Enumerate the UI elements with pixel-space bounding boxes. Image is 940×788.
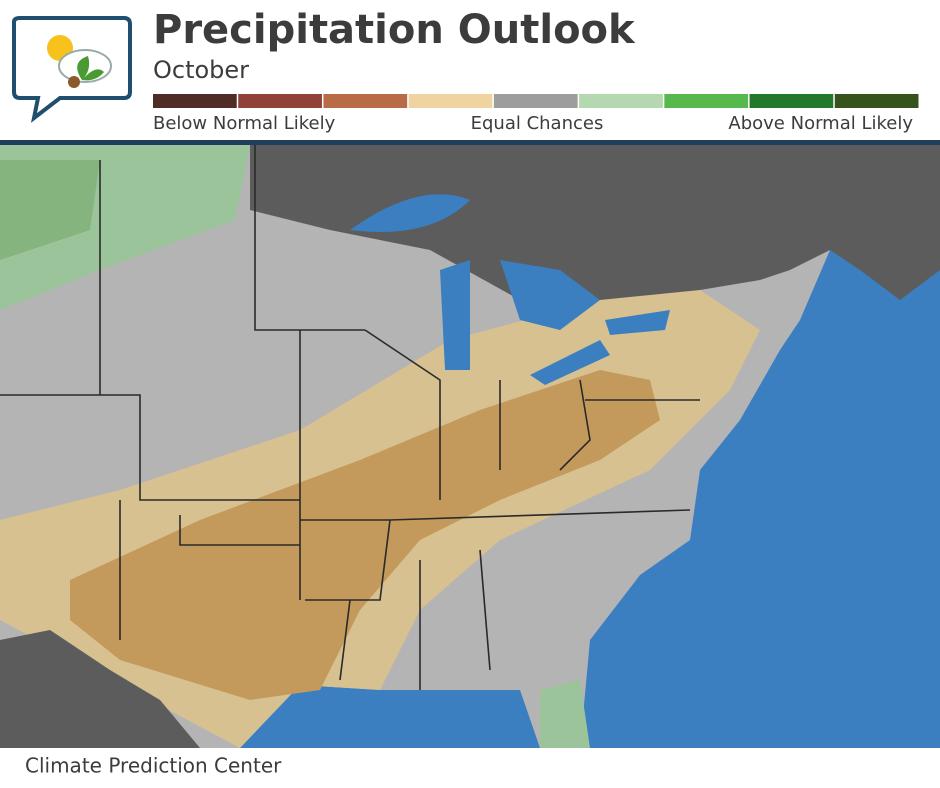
lake-huron: [500, 260, 600, 330]
lake-ontario: [605, 310, 670, 335]
legend-swatch: [664, 94, 749, 108]
legend-swatch: [153, 94, 237, 108]
legend-swatch: [749, 94, 834, 108]
lake-michigan: [440, 260, 470, 370]
state-borders: [0, 145, 700, 690]
legend-label: Below Normal Likely: [153, 113, 336, 134]
divider: [0, 140, 940, 145]
above-normal-core: [0, 160, 100, 260]
legend-label: Above Normal Likely: [728, 113, 913, 134]
legend-label: Equal Chances: [471, 113, 604, 134]
map: [0, 145, 940, 748]
lake-erie: [530, 340, 610, 385]
mexico: [0, 630, 200, 748]
legend-swatch: [834, 94, 919, 108]
legend-bar: [153, 94, 919, 108]
legend-swatch: [238, 94, 322, 108]
logo: [12, 16, 132, 123]
subtitle: October: [153, 56, 249, 84]
legend-swatch: [493, 94, 578, 108]
credit: Climate Prediction Center: [25, 754, 282, 778]
logo-seed: [68, 76, 80, 88]
below-normal-core: [70, 370, 660, 700]
legend-swatch: [408, 94, 493, 108]
lake-superior: [350, 194, 470, 232]
legend-swatch: [323, 94, 408, 108]
florida-above-normal: [540, 680, 590, 748]
logo-plant: [77, 56, 104, 81]
legend-swatch: [579, 94, 663, 108]
title: Precipitation Outlook: [153, 7, 636, 53]
